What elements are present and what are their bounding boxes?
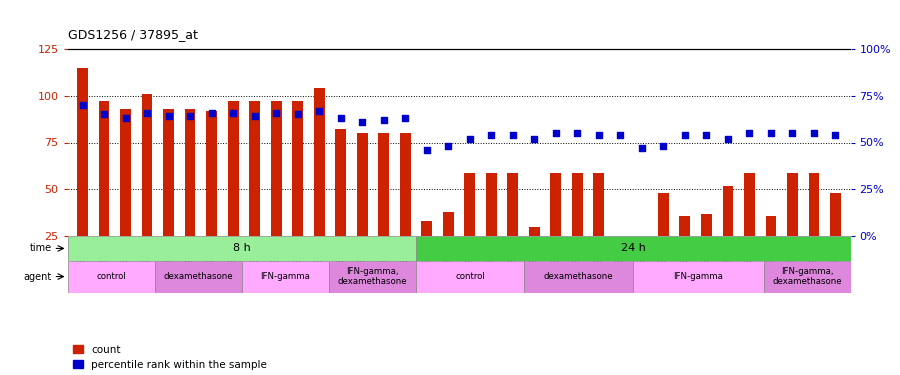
Point [269,110,284,116]
Bar [830,193,841,236]
Point [549,130,563,136]
Text: 8 h: 8 h [232,243,250,254]
Bar [141,94,152,236]
Text: IFN-gamma,
dexamethasone: IFN-gamma, dexamethasone [772,267,842,286]
Text: IFN-gamma,
dexamethasone: IFN-gamma, dexamethasone [338,267,407,286]
Point [291,111,305,117]
Bar [68,236,416,261]
Text: 24 h: 24 h [621,243,645,254]
Bar [271,101,282,236]
Point [226,110,240,116]
Bar [241,261,328,292]
Bar [121,109,131,236]
Bar [787,172,797,236]
Bar [378,133,389,236]
Bar [766,216,777,236]
Bar [701,214,712,236]
Text: IFN-gamma: IFN-gamma [673,272,724,281]
Point [376,117,391,123]
Point [355,119,369,125]
Bar [155,261,241,292]
Bar [184,109,195,236]
Text: time: time [30,243,52,254]
Point [785,130,799,136]
Point [742,130,757,136]
Bar [228,101,238,236]
Bar [77,68,88,236]
Point [398,115,412,121]
Bar [421,221,432,236]
Bar [486,172,497,236]
Point [463,136,477,142]
Bar [636,236,647,274]
Point [441,143,455,149]
Point [204,110,219,116]
Point [828,132,842,138]
Point [613,132,627,138]
Bar [292,101,303,236]
Point [678,132,692,138]
Bar [249,101,260,236]
Point [721,136,735,142]
Point [312,108,327,114]
Bar [68,261,155,292]
Point [484,132,499,138]
Bar [529,227,540,236]
Bar [336,129,346,236]
Bar [524,261,633,292]
Bar [206,111,217,236]
Bar [508,172,518,236]
Text: control: control [455,272,485,281]
Bar [763,261,850,292]
Point [97,111,112,117]
Point [183,113,197,119]
Point [591,132,606,138]
Point [76,102,90,108]
Bar [163,109,174,236]
Point [248,113,262,119]
Point [506,132,520,138]
Bar [808,172,819,236]
Bar [400,133,410,236]
Text: IFN-gamma: IFN-gamma [260,272,310,281]
Bar [99,101,110,236]
Point [656,143,670,149]
Point [140,110,154,116]
Bar [723,186,734,236]
Bar [416,236,850,261]
Bar [551,172,562,236]
Text: dexamethasone: dexamethasone [544,272,614,281]
Point [161,113,176,119]
Bar [658,193,669,236]
Point [334,115,348,121]
Point [806,130,821,136]
Bar [744,172,755,236]
Bar [464,172,475,236]
Bar [680,216,690,236]
Point [699,132,714,138]
Point [764,130,778,136]
Point [119,115,133,121]
Point [634,145,649,151]
Text: control: control [96,272,126,281]
Bar [314,88,325,236]
Point [570,130,584,136]
Bar [593,172,604,236]
Text: GDS1256 / 37895_at: GDS1256 / 37895_at [68,28,197,41]
Bar [416,261,524,292]
Bar [356,133,367,236]
Point [527,136,542,142]
Point [419,147,434,153]
Bar [633,261,763,292]
Legend: count, percentile rank within the sample: count, percentile rank within the sample [73,345,267,370]
Bar [615,236,626,274]
Text: dexamethasone: dexamethasone [163,272,233,281]
Text: agent: agent [23,272,52,282]
Bar [443,212,454,236]
Bar [572,172,582,236]
Bar [328,261,416,292]
